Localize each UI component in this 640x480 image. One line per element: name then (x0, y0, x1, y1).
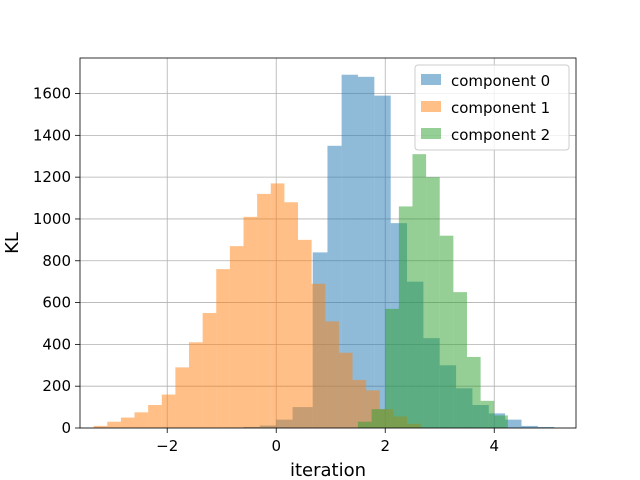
y-tick-label: 1000 (33, 210, 71, 228)
y-tick-label: 200 (42, 377, 71, 395)
bar-component-2 (426, 177, 440, 428)
y-axis-ticks: 0 200 400 600 800 1000 1200 1400 1600 (33, 85, 80, 437)
bar-component-1 (311, 283, 326, 428)
bar-component-1 (148, 405, 162, 428)
axes-frame (79, 57, 577, 429)
y-axis-label: KL (2, 232, 23, 254)
bar-component-2 (466, 356, 481, 428)
bar-component-1 (161, 394, 176, 428)
x-tick-label: 2 (380, 437, 390, 455)
bar-component-2 (480, 400, 495, 428)
y-tick-label: 600 (42, 294, 71, 312)
bar-component-0 (521, 425, 538, 428)
x-tick-label: 4 (489, 437, 499, 455)
y-tick-label: 0 (61, 419, 71, 437)
bar-component-2 (398, 206, 413, 428)
bar-component-0 (341, 74, 358, 428)
y-tick-label: 1400 (33, 126, 71, 144)
y-tick-label: 800 (42, 252, 71, 270)
bar-component-1 (257, 193, 271, 428)
bar-component-2 (371, 409, 386, 428)
legend-swatch (421, 101, 441, 112)
bar-component-1 (107, 421, 121, 428)
bar-component-2 (494, 415, 508, 428)
bar-component-2 (439, 235, 454, 428)
bar-component-2 (453, 292, 467, 428)
x-axis-ticks: −2 0 2 4 (156, 428, 499, 455)
bar-component-1 (229, 246, 244, 428)
bar-component-1 (202, 313, 217, 428)
bar-component-1 (189, 342, 203, 428)
legend-label: component 0 (451, 72, 550, 90)
histogram-bars (93, 74, 555, 428)
legend-swatch (421, 128, 441, 139)
bar-component-1 (325, 321, 339, 428)
bar-component-1 (298, 239, 312, 428)
legend: component 0 component 1 component 2 (414, 64, 570, 151)
bar-component-1 (120, 417, 135, 428)
bar-component-1 (175, 367, 190, 428)
bar-component-1 (352, 379, 367, 428)
bar-component-2 (385, 308, 399, 428)
legend-label: component 2 (451, 126, 550, 144)
bar-component-0 (505, 419, 522, 428)
bar-component-2 (412, 154, 427, 428)
y-tick-label: 1600 (33, 85, 71, 103)
bar-component-0 (357, 76, 375, 428)
y-tick-label: 400 (42, 335, 71, 353)
bar-component-1 (243, 216, 258, 428)
bar-component-1 (338, 352, 353, 428)
legend-box (414, 64, 570, 151)
bar-component-1 (93, 425, 108, 428)
y-tick-label: 1200 (33, 168, 71, 186)
x-tick-label: 0 (271, 437, 281, 455)
bar-component-1 (216, 269, 230, 428)
legend-label: component 1 (451, 99, 550, 117)
bar-component-1 (134, 412, 149, 428)
bar-component-2 (357, 421, 372, 428)
bar-component-1 (270, 183, 285, 428)
bar-component-0 (537, 426, 555, 428)
x-axis-label: iteration (290, 460, 366, 480)
legend-swatch (421, 74, 441, 85)
x-tick-label: −2 (156, 437, 178, 455)
bar-component-1 (284, 202, 299, 428)
